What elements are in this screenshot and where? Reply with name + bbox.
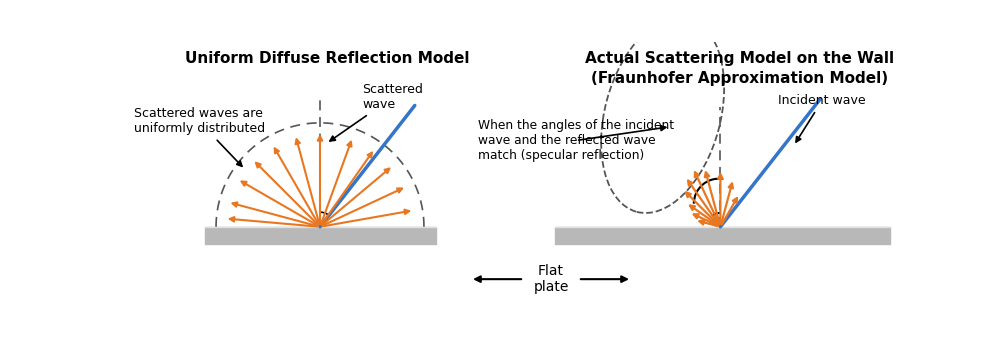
Text: Flat
plate: Flat plate xyxy=(533,264,569,294)
Text: Scattered
wave: Scattered wave xyxy=(330,83,423,141)
Text: Uniform Diffuse Reflection Model: Uniform Diffuse Reflection Model xyxy=(185,51,470,66)
Text: When the angles of the incident
wave and the reflected wave
match (specular refl: When the angles of the incident wave and… xyxy=(478,119,674,162)
Text: Scattered waves are
uniformly distributed: Scattered waves are uniformly distribute… xyxy=(134,107,265,166)
Text: Actual Scattering Model on the Wall
(Fraunhofer Approximation Model): Actual Scattering Model on the Wall (Fra… xyxy=(585,51,894,86)
Text: Incident wave: Incident wave xyxy=(778,94,866,142)
